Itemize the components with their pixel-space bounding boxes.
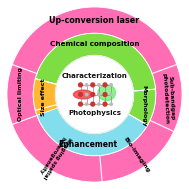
Text: Chemical composition: Chemical composition xyxy=(50,41,139,47)
Ellipse shape xyxy=(98,85,115,101)
Circle shape xyxy=(79,83,82,87)
Wedge shape xyxy=(7,7,182,182)
Circle shape xyxy=(91,102,95,106)
Circle shape xyxy=(110,93,112,96)
Wedge shape xyxy=(35,105,148,156)
Text: Characterization: Characterization xyxy=(62,73,127,79)
Circle shape xyxy=(85,103,88,105)
Circle shape xyxy=(103,83,107,87)
Circle shape xyxy=(85,93,88,96)
Circle shape xyxy=(103,93,107,96)
Text: Morphology: Morphology xyxy=(141,85,146,127)
Circle shape xyxy=(56,56,133,133)
Text: Optical limiting: Optical limiting xyxy=(18,67,23,122)
Circle shape xyxy=(103,102,107,106)
Ellipse shape xyxy=(74,90,93,99)
Circle shape xyxy=(85,84,88,86)
Text: Sub-bandgap
photodetection: Sub-bandgap photodetection xyxy=(162,73,175,124)
Text: Up-conversion laser: Up-conversion laser xyxy=(49,16,140,25)
Text: Photophysics: Photophysics xyxy=(68,110,121,116)
Circle shape xyxy=(110,103,112,105)
Text: Imaging spatial
heterogeneity: Imaging spatial heterogeneity xyxy=(36,133,72,180)
Circle shape xyxy=(79,93,82,96)
Circle shape xyxy=(98,103,100,105)
Circle shape xyxy=(98,84,100,86)
Wedge shape xyxy=(33,79,58,115)
Text: Bio-imaging: Bio-imaging xyxy=(123,136,151,174)
Circle shape xyxy=(79,102,82,106)
Wedge shape xyxy=(35,33,156,91)
Circle shape xyxy=(91,93,95,96)
Text: Size effect: Size effect xyxy=(42,78,46,116)
Wedge shape xyxy=(128,89,156,125)
Circle shape xyxy=(91,83,95,87)
Circle shape xyxy=(110,84,112,86)
Text: Enhancement: Enhancement xyxy=(58,140,117,149)
Circle shape xyxy=(98,93,100,96)
